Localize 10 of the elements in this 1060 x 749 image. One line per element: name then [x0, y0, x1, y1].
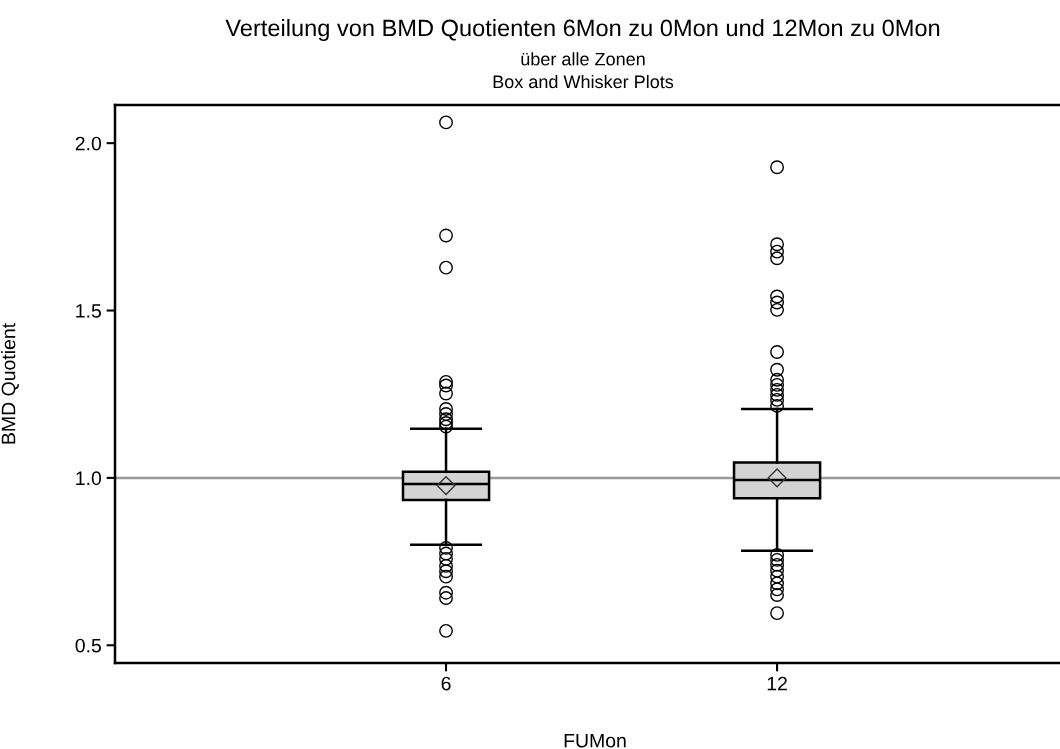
chart-title: Verteilung von BMD Quotienten 6Mon zu 0Mon und 12Mon zu 0Mon — [225, 19, 940, 41]
x-tick-label: 12 — [767, 676, 787, 691]
chart-subtitle: über alle Zonen Box and Whisker Plots — [493, 52, 674, 89]
x-axis-title: FUMon — [564, 733, 626, 748]
x-tick-label: 6 — [441, 676, 451, 691]
y-tick-label: 2.0 — [75, 136, 102, 151]
y-axis-title: BMD Quotient — [1, 323, 19, 444]
y-tick-label: 1.0 — [76, 471, 102, 486]
y-tick-label: 0.5 — [75, 638, 101, 653]
y-tick-label: 1.5 — [76, 304, 101, 318]
